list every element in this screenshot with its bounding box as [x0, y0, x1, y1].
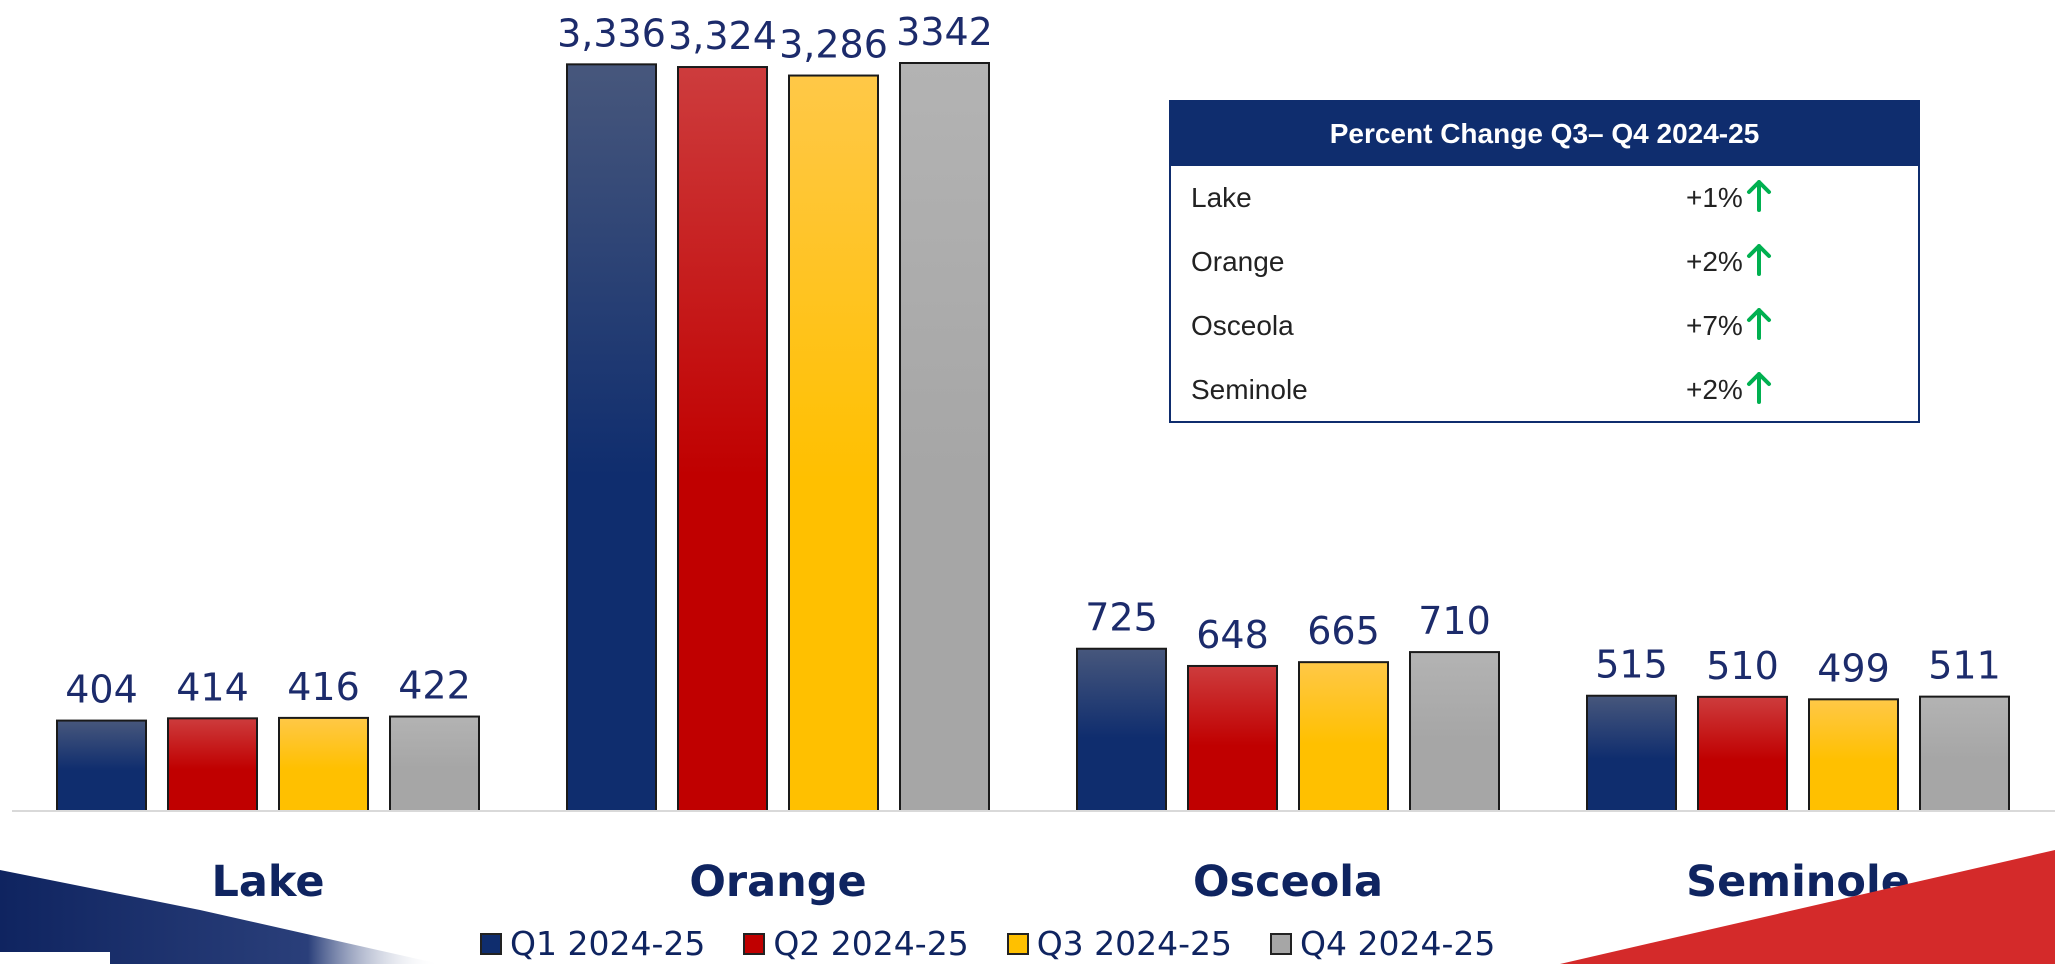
bar-seminole-q2 [1697, 695, 1788, 812]
bar-osceola-q3 [1298, 661, 1389, 813]
bar-osceola-q2 [1187, 664, 1278, 812]
up-arrow-icon [1747, 180, 1771, 212]
category-label-osceola: Osceola [1193, 857, 1383, 907]
legend-item: Q4 2024-25 [1270, 924, 1495, 963]
data-label: 3342 [896, 10, 993, 54]
legend-label: Q4 2024-25 [1300, 924, 1496, 963]
percent-change-table: Percent Change Q3– Q4 2024-25 Lake +1% O… [1169, 100, 1920, 423]
brand-logo [0, 952, 110, 964]
data-label: 725 [1085, 596, 1158, 640]
legend-swatch [480, 932, 502, 955]
table-title: Percent Change Q3– Q4 2024-25 [1171, 102, 1918, 166]
category-label-lake: Lake [211, 857, 324, 907]
data-label: 404 [65, 668, 138, 712]
row-county-name: Osceola [1191, 310, 1294, 341]
data-label: 3,286 [779, 23, 888, 67]
bar-orange-q2 [677, 66, 768, 812]
data-label: 499 [1817, 646, 1890, 690]
table-row: Osceola +7% [1171, 294, 1918, 358]
legend-swatch [1006, 932, 1029, 955]
bar-lake-q3 [278, 716, 369, 812]
up-arrow-icon [1747, 244, 1771, 276]
row-percent-change: +7% [1686, 310, 1743, 341]
chart-legend: Q1 2024-25 Q2 2024-25 Q3 2024-25 Q4 2024… [480, 924, 1495, 963]
data-label: 414 [176, 665, 249, 709]
table-row: Seminole +2% [1171, 358, 1918, 422]
data-label: 416 [287, 665, 360, 709]
data-label: 665 [1307, 609, 1380, 653]
up-arrow-icon [1747, 372, 1771, 404]
bar-orange-q1 [566, 63, 657, 813]
row-county-name: Lake [1191, 182, 1252, 213]
row-percent-change: +2% [1686, 374, 1743, 405]
table-row: Orange +2% [1171, 230, 1918, 294]
data-label: 511 [1928, 644, 2001, 688]
bar-seminole-q3 [1808, 698, 1899, 812]
bar-lake-q2 [167, 717, 258, 812]
legend-label: Q3 2024-25 [1036, 924, 1233, 963]
legend-label: Q2 2024-25 [773, 924, 969, 963]
legend-label: Q1 2024-25 [510, 924, 706, 963]
bar-seminole-q4 [1919, 695, 2010, 812]
data-label: 515 [1595, 643, 1668, 687]
decorative-navy-wave [0, 870, 440, 964]
table-row: Lake +1% [1171, 166, 1918, 230]
legend-swatch [743, 932, 766, 955]
data-label: 510 [1706, 644, 1779, 688]
bar-lake-q4 [389, 715, 480, 812]
row-county-name: Orange [1191, 246, 1285, 277]
up-arrow-icon [1747, 308, 1771, 340]
legend-item: Q2 2024-25 [743, 924, 969, 963]
data-label: 3,336 [557, 11, 666, 55]
data-label: 3,324 [668, 14, 777, 58]
bar-osceola-q1 [1076, 647, 1167, 812]
row-county-name: Seminole [1191, 374, 1308, 405]
legend-swatch [1270, 932, 1293, 955]
bar-seminole-q1 [1586, 694, 1677, 813]
data-label: 710 [1418, 599, 1491, 643]
row-percent-change: +1% [1686, 182, 1743, 213]
decorative-red-wave [1560, 850, 2055, 964]
data-label: 422 [398, 664, 471, 708]
bar-orange-q4 [899, 62, 990, 812]
category-label-orange: Orange [689, 857, 866, 907]
bar-lake-q1 [56, 719, 147, 813]
bar-orange-q3 [788, 74, 879, 812]
legend-item: Q3 2024-25 [1006, 924, 1233, 963]
bar-osceola-q4 [1409, 651, 1500, 812]
legend-item: Q1 2024-25 [480, 924, 705, 963]
data-label: 648 [1196, 613, 1269, 657]
row-percent-change: +2% [1686, 246, 1743, 277]
